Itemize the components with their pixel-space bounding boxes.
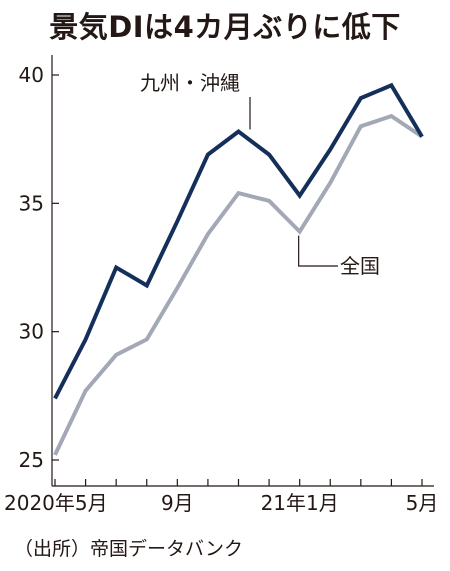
x-tick-label: 21年1月 — [261, 491, 339, 515]
x-tick-label: 9月 — [161, 491, 194, 515]
axes: 25 30 35 40 2020年5月 9月 21年1月 5月 — [4, 55, 438, 515]
x-tick-label: 5月 — [406, 491, 439, 515]
series-line-national — [53, 113, 424, 456]
series-label-kyushu-okinawa: 九州・沖縄 — [140, 71, 240, 95]
series-lines — [53, 82, 424, 456]
y-tick-label: 35 — [19, 191, 44, 215]
y-tick-label: 25 — [19, 448, 44, 472]
series-label-national: 全国 — [340, 254, 380, 278]
source-note: （出所）帝国データバンク — [14, 538, 243, 560]
leader-line-national — [298, 235, 338, 267]
chart-title: 景気DIは4カ月ぶりに低下 — [49, 10, 401, 44]
x-tick-label: 2020年5月 — [4, 491, 108, 515]
series-line-kyushu-okinawa — [53, 82, 424, 400]
y-tick-label: 30 — [19, 320, 44, 344]
y-tick-label: 40 — [19, 63, 44, 87]
